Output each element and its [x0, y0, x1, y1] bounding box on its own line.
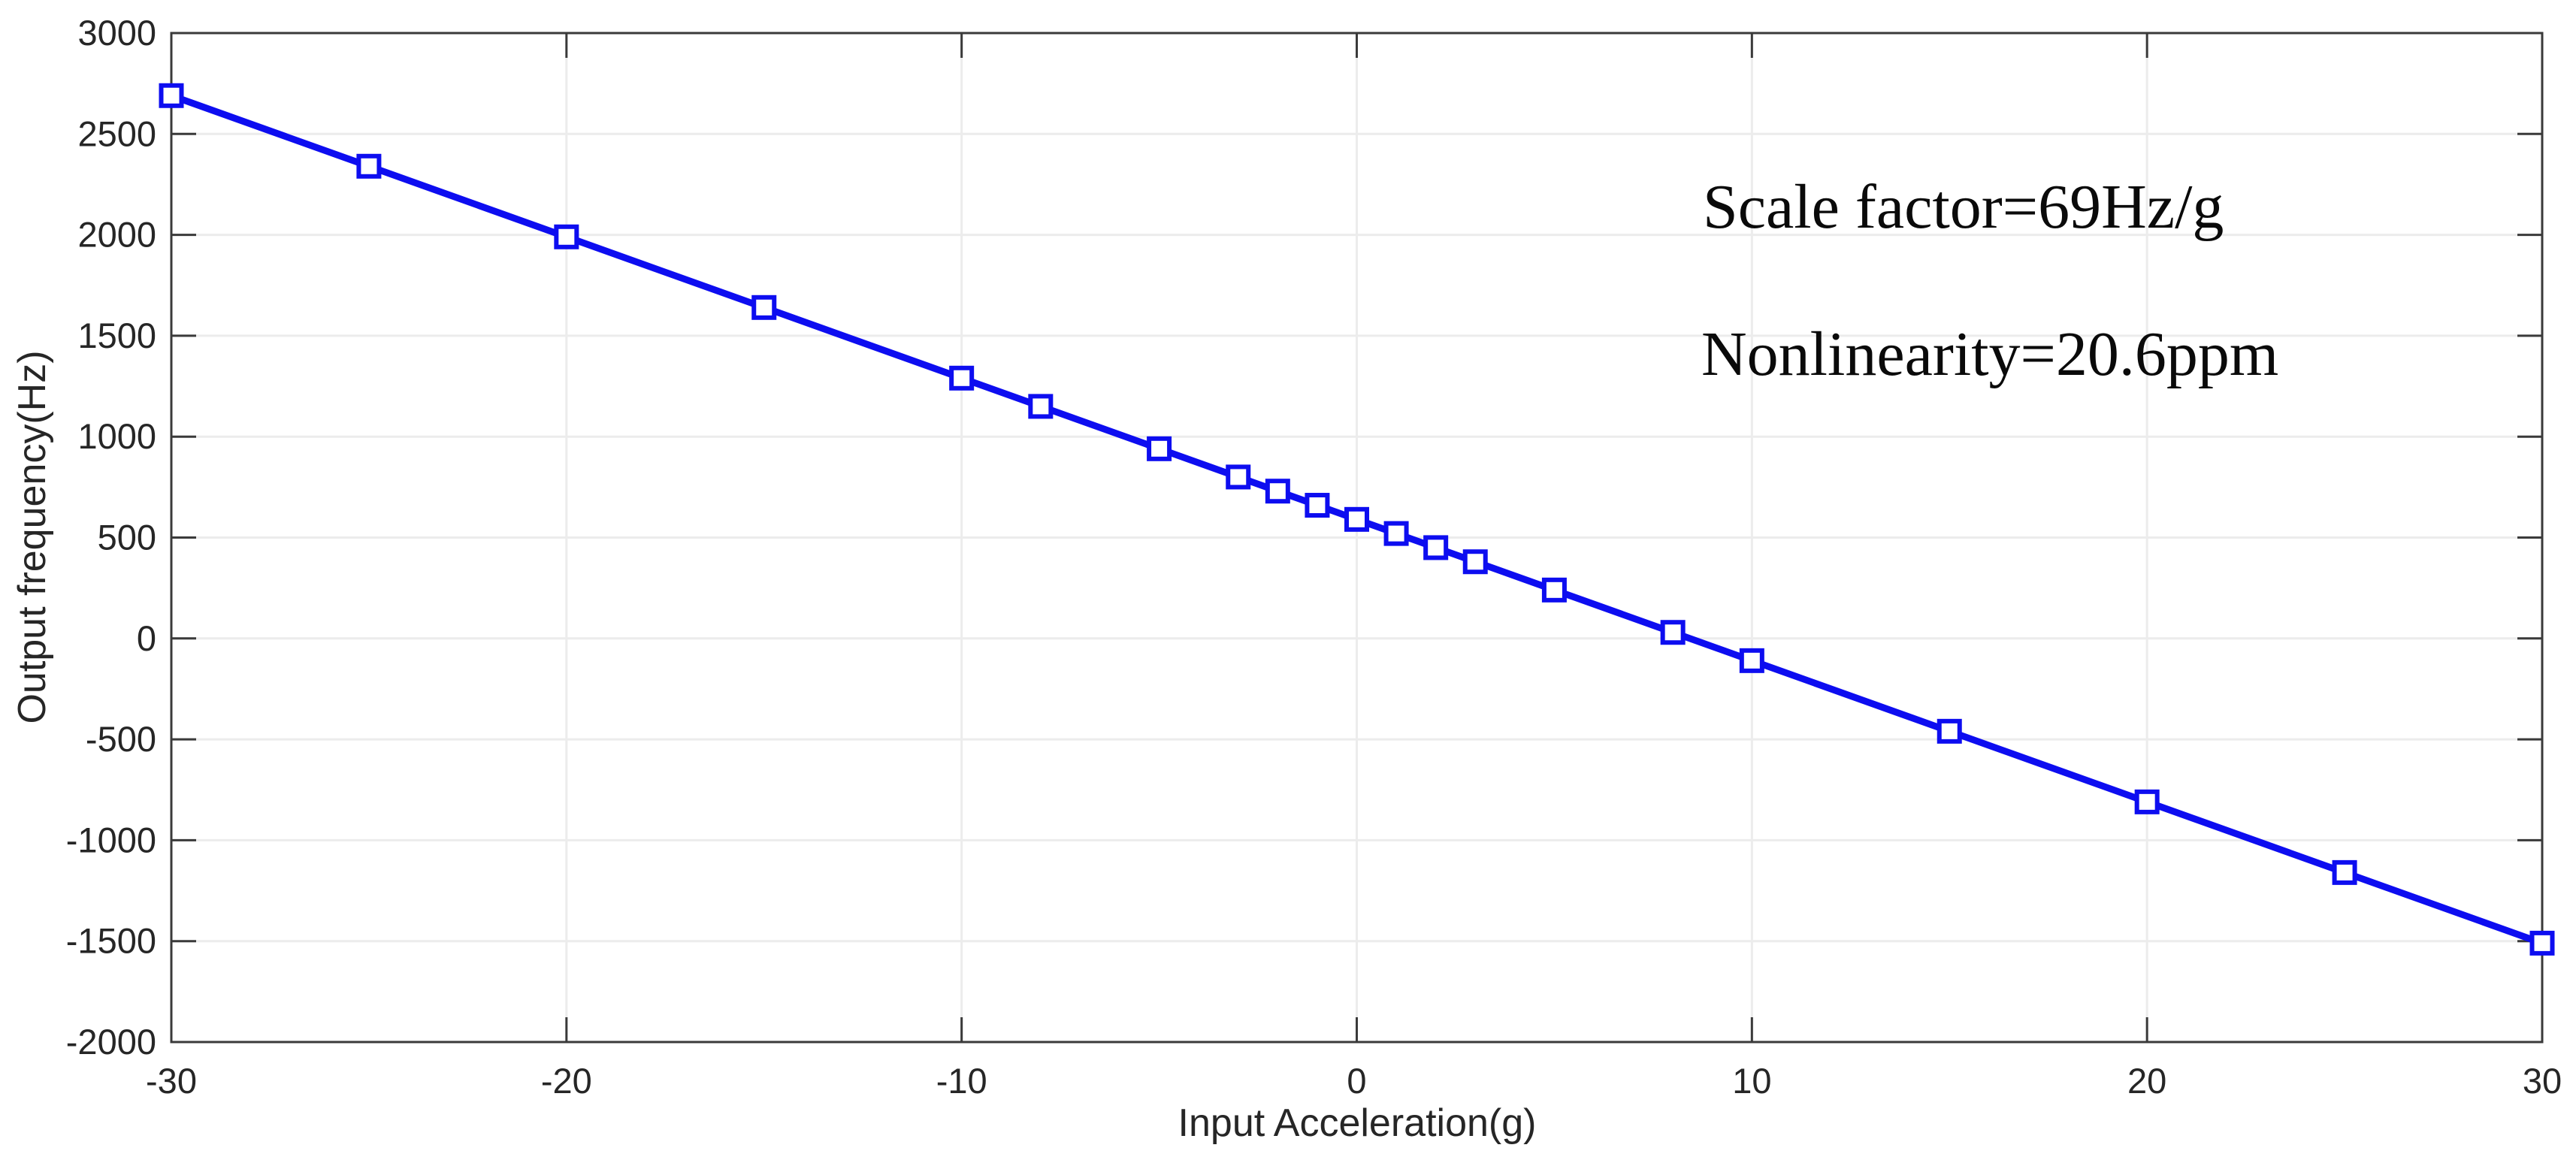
x-tick-label: 10: [1732, 1061, 1771, 1101]
data-point-marker: [1226, 464, 1251, 490]
x-tick-label: 30: [2523, 1061, 2562, 1101]
tick-labels: -30 -20 -10 0 10 20 30 -2000 -1500 -1000 -500 0 500 1…: [66, 13, 2562, 1101]
data-point-marker: [1305, 493, 1330, 518]
data-point-marker: [1383, 521, 1409, 546]
y-tick-label: 1500: [77, 316, 156, 355]
data-point-marker: [159, 83, 184, 108]
y-tick-label: -2000: [66, 1022, 156, 1062]
y-tick-label: 0: [137, 618, 156, 658]
y-tick-label: 2000: [77, 215, 156, 255]
data-point-marker: [1660, 620, 1686, 645]
annotation-scale-factor: Scale factor=69Hz/g: [1703, 172, 2224, 242]
data-point-marker: [1739, 648, 1764, 673]
x-tick-label: 0: [1347, 1061, 1366, 1101]
plot-border: [170, 32, 2544, 1044]
data-point-marker: [949, 365, 975, 391]
data-point-marker: [1344, 506, 1369, 532]
y-tick-label: -1500: [66, 921, 156, 961]
y-tick-label: 500: [98, 518, 156, 557]
data-point-marker: [2332, 859, 2357, 885]
data-point-marker: [1265, 479, 1290, 504]
data-point-marker: [2529, 930, 2555, 956]
data-point-marker: [2134, 789, 2160, 814]
data-point-marker: [1028, 394, 1054, 419]
data-point-marker: [1541, 577, 1567, 603]
x-tick-label: 20: [2127, 1061, 2166, 1101]
data-point-marker: [1423, 535, 1449, 560]
x-tick-label: -30: [146, 1061, 197, 1101]
y-tick-label: 1000: [77, 416, 156, 456]
x-tick-label: -10: [936, 1061, 987, 1101]
annotation-nonlinearity: Nonlinearity=20.6ppm: [1701, 319, 2278, 389]
y-axis-title: Output frequency(Hz): [11, 350, 54, 723]
y-tick-label: 2500: [77, 113, 156, 153]
y-tick-label: 3000: [77, 13, 156, 53]
data-point-marker: [1937, 718, 1962, 744]
data-series: [159, 83, 2555, 956]
data-point-marker: [751, 295, 777, 320]
x-axis-title: Input Acceleration(g): [1178, 1101, 1537, 1145]
data-point-marker: [554, 224, 579, 249]
x-tick-label: -20: [541, 1061, 592, 1101]
data-point-marker: [1462, 549, 1488, 575]
y-tick-label: -500: [86, 719, 156, 759]
y-tick-label: -1000: [66, 820, 156, 859]
data-point-marker: [1147, 436, 1172, 461]
data-point-marker: [356, 153, 382, 179]
